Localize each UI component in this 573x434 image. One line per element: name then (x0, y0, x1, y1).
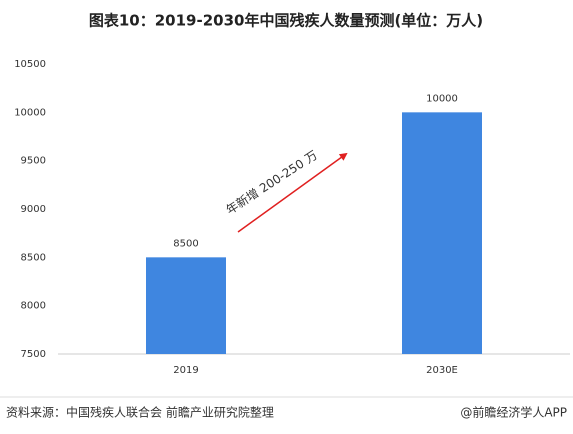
annotation: 年新增 200-250 万 (223, 147, 320, 217)
y-tick-label: 9500 (21, 156, 46, 167)
y-tick-label: 7500 (21, 349, 46, 360)
data-label: 8500 (173, 238, 198, 249)
credit: @前瞻经济学人APP (460, 405, 567, 420)
y-tick-label: 10500 (14, 59, 46, 70)
source-note: 资料来源：中国残疾人联合会 前瞻产业研究院整理 (6, 405, 274, 420)
y-tick-label: 8000 (21, 301, 46, 312)
x-tick-label: 2030E (426, 365, 458, 376)
y-tick-label: 8500 (21, 252, 46, 263)
y-tick-label: 10000 (14, 107, 46, 118)
y-tick-label: 9000 (21, 204, 46, 215)
bar (402, 112, 482, 354)
x-tick-label: 2019 (173, 365, 198, 376)
annotation-arrow (237, 152, 348, 233)
data-label: 10000 (426, 93, 458, 104)
chart-title: 图表10：2019-2030年中国残疾人数量预测(单位：万人) (89, 12, 483, 30)
bar (146, 257, 226, 354)
